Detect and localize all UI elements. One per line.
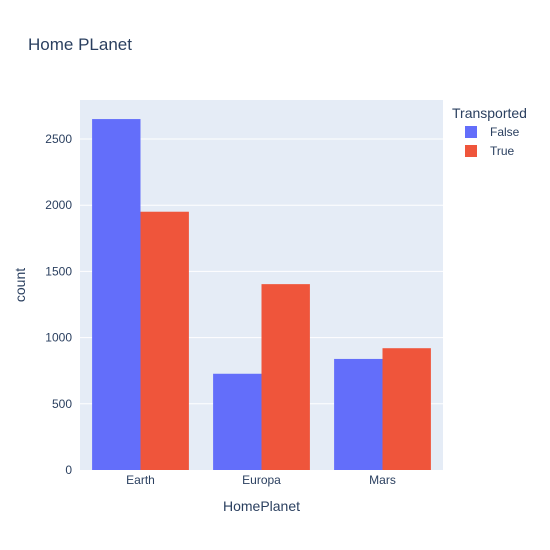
y-tick-label: 0 <box>65 463 72 477</box>
x-axis-title: HomePlanet <box>223 498 300 514</box>
y-tick-label: 2500 <box>45 132 72 146</box>
y-tick-label: 500 <box>52 397 72 411</box>
x-tick-label: Europa <box>242 473 281 487</box>
x-tick-labels: Earth Europa Mars <box>126 473 396 487</box>
legend-swatch-false[interactable] <box>465 126 477 138</box>
chart-title: Home PLanet <box>28 35 132 54</box>
y-tick-labels: 0 500 1000 1500 2000 2500 <box>45 132 72 477</box>
legend-label-false[interactable]: False <box>490 125 520 139</box>
bar-earth-false[interactable] <box>92 119 141 470</box>
x-tick-label: Mars <box>369 473 396 487</box>
bar-mars-false[interactable] <box>334 358 383 470</box>
bar-europa-true[interactable] <box>261 284 310 470</box>
bar-mars-true[interactable] <box>382 348 431 470</box>
y-tick-label: 2000 <box>45 198 72 212</box>
y-tick-label: 1500 <box>45 264 72 278</box>
y-tick-label: 1000 <box>45 331 72 345</box>
bar-europa-false[interactable] <box>213 373 262 470</box>
legend-swatch-true[interactable] <box>465 145 477 157</box>
y-axis-title: count <box>12 268 28 302</box>
bar-earth-true[interactable] <box>140 211 189 470</box>
legend[interactable]: Transported False True <box>452 105 527 158</box>
legend-label-true[interactable]: True <box>490 144 515 158</box>
bars <box>92 119 431 470</box>
legend-title: Transported <box>452 105 527 121</box>
x-tick-label: Earth <box>126 473 155 487</box>
